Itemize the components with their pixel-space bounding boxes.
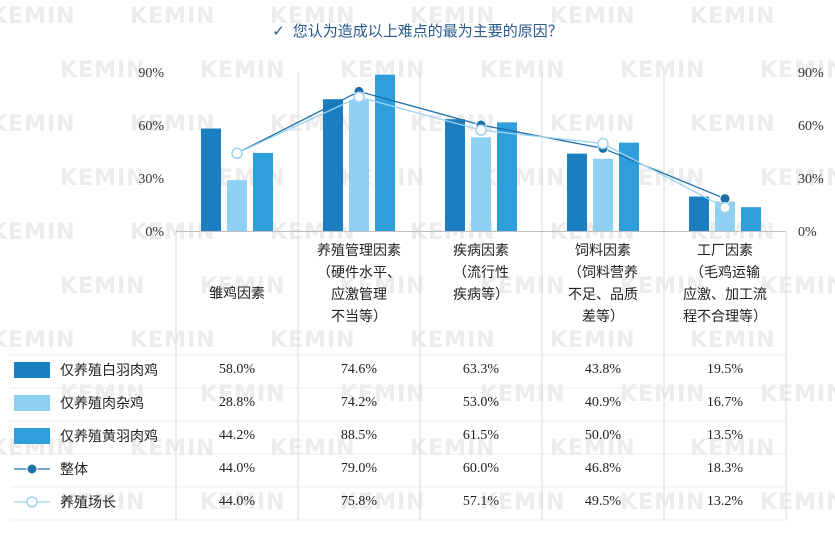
- y-tick-label-right: 30%: [798, 172, 824, 187]
- line-point: [719, 201, 731, 214]
- data-label: 57.1%: [462, 494, 500, 509]
- bar: [593, 158, 613, 231]
- data-label: 79.0%: [340, 461, 378, 476]
- legend-swatch: [14, 428, 50, 444]
- legend-label: 整体: [60, 462, 88, 478]
- x-category-label: 疾病因素 （流行性疾病等）: [420, 240, 542, 306]
- y-tick-label-left: 60%: [138, 119, 164, 134]
- x-category-label: 工厂因素 （毛鸡运输应激、加工流 程不合理等）: [664, 240, 786, 328]
- y-tick-label-left: 0%: [145, 225, 164, 240]
- data-label: 50.0%: [584, 428, 622, 443]
- chart-title-row: ✓ 您认为造成以上难点的最为主要的原因？: [0, 20, 835, 41]
- x-category-label-line: （硬件水平、: [317, 265, 401, 281]
- bar: [497, 122, 517, 231]
- data-label: 44.2%: [218, 428, 256, 443]
- data-label: 43.8%: [584, 362, 622, 377]
- x-category-label-line: 应激、加工流: [683, 287, 767, 303]
- bar: [471, 137, 491, 231]
- chart-title: 您认为造成以上难点的最为主要的原因？: [292, 22, 563, 40]
- legend-marker: [14, 496, 50, 508]
- data-label: 44.0%: [218, 461, 256, 476]
- data-label: 58.0%: [218, 362, 256, 377]
- x-category-label-line: 不当等）: [331, 309, 387, 325]
- x-category-label: 饲料因素 （饲料营养不足、品质差等）: [542, 240, 664, 328]
- x-category-label-line: （毛鸡运输: [690, 265, 760, 281]
- bar: [253, 152, 273, 231]
- line-point: [597, 137, 609, 150]
- y-tick-label-right: 60%: [798, 119, 824, 134]
- legend-label: 仅养殖黄羽肉鸡: [60, 429, 158, 445]
- y-tick-label-right: 90%: [798, 66, 824, 81]
- data-label: 16.7%: [706, 395, 744, 410]
- data-label: 88.5%: [340, 428, 378, 443]
- data-label: 19.5%: [706, 362, 744, 377]
- bar: [567, 153, 587, 231]
- bar: [619, 142, 639, 231]
- x-category-label: 养殖管理因素 （硬件水平、 应激管理不当等）: [298, 240, 420, 328]
- x-category-label-line: 饲料因素: [575, 243, 631, 259]
- y-tick-label-left: 90%: [138, 66, 164, 81]
- data-label: 74.2%: [340, 395, 378, 410]
- data-label: 60.0%: [462, 461, 500, 476]
- data-label: 13.5%: [706, 428, 744, 443]
- data-label: 53.0%: [462, 395, 500, 410]
- legend-item: 仅养殖黄羽肉鸡: [14, 423, 158, 449]
- x-category-label-line: 程不合理等）: [683, 309, 767, 325]
- bar: [445, 119, 465, 231]
- check-icon: ✓: [272, 22, 285, 40]
- legend-label: 仅养殖白羽肉鸡: [60, 363, 158, 379]
- data-label: 46.8%: [584, 461, 622, 476]
- x-category-label-line: 工厂因素: [697, 243, 753, 259]
- x-category-label: 雏鸡因素: [176, 283, 298, 305]
- x-category-label-line: 养殖管理因素: [317, 243, 401, 259]
- data-label: 18.3%: [706, 461, 744, 476]
- line-point: [353, 91, 365, 103]
- legend-label: 仅养殖肉杂鸡: [60, 396, 144, 412]
- x-category-label-line: 疾病等）: [453, 287, 509, 303]
- line-point: [475, 124, 487, 136]
- data-label: 44.0%: [218, 494, 256, 509]
- legend-label: 养殖场长: [60, 495, 116, 511]
- x-category-label-line: 差等）: [582, 309, 624, 325]
- data-label: 74.6%: [340, 362, 378, 377]
- data-label: 61.5%: [462, 428, 500, 443]
- legend-item: 整体: [14, 456, 88, 482]
- x-category-label-line: （流行性: [453, 265, 509, 281]
- legend-marker: [14, 463, 50, 475]
- legend-swatch: [14, 395, 50, 411]
- legend-item: 仅养殖白羽肉鸡: [14, 357, 158, 383]
- bar: [375, 74, 395, 232]
- bar: [349, 99, 369, 231]
- data-label: 49.5%: [584, 494, 622, 509]
- data-label: 28.8%: [218, 395, 256, 410]
- x-category-label-line: 雏鸡因素: [209, 286, 265, 302]
- bar: [689, 196, 709, 231]
- y-tick-label-right: 0%: [798, 225, 817, 240]
- x-category-label-line: 疾病因素: [453, 243, 509, 259]
- data-label: 63.3%: [462, 362, 500, 377]
- bar: [741, 207, 761, 231]
- bar: [323, 99, 343, 231]
- x-category-label-line: 不足、品质: [568, 287, 638, 303]
- data-label: 40.9%: [584, 395, 622, 410]
- x-category-label-line: （饲料营养: [568, 265, 638, 281]
- x-category-label-line: 应激管理: [331, 287, 387, 303]
- y-tick-label-left: 30%: [138, 172, 164, 187]
- bar: [227, 180, 247, 231]
- legend-swatch: [14, 362, 50, 378]
- data-label: 75.8%: [340, 494, 378, 509]
- legend-item: 养殖场长: [14, 489, 116, 515]
- line-point: [231, 147, 243, 160]
- data-label: 13.2%: [706, 494, 744, 509]
- bar: [201, 128, 221, 231]
- legend-item: 仅养殖肉杂鸡: [14, 390, 144, 416]
